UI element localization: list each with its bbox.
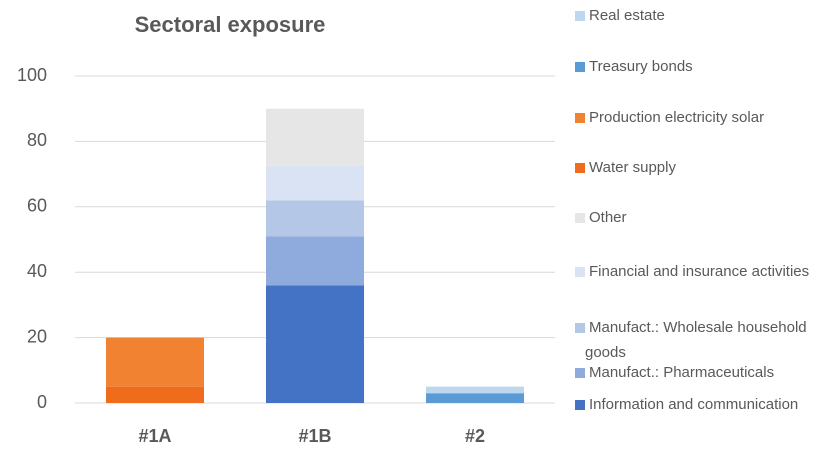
x-tick-label: #1A bbox=[138, 426, 171, 446]
legend-label: Information and communication bbox=[589, 396, 798, 413]
legend-swatch bbox=[575, 11, 585, 21]
bar-segment bbox=[106, 386, 204, 403]
y-tick-label: 100 bbox=[17, 65, 47, 85]
bar-segment bbox=[266, 236, 364, 286]
bar-segment bbox=[266, 165, 364, 201]
legend-line: Manufact.: Wholesale household bbox=[589, 319, 807, 336]
legend-label: Manufact.: Wholesale household goods bbox=[585, 319, 807, 361]
bar-segment bbox=[106, 337, 204, 387]
legend-label: Treasury bonds bbox=[589, 58, 693, 75]
legend-label: Water supply bbox=[589, 159, 676, 176]
legend-swatch bbox=[575, 163, 585, 173]
bar-segment bbox=[266, 285, 364, 403]
bar-segment bbox=[426, 393, 524, 403]
y-tick-label: 80 bbox=[27, 130, 47, 150]
legend-swatch bbox=[575, 323, 585, 333]
legend-swatch bbox=[575, 267, 585, 277]
legend-label: Manufact.: Pharmaceuticals bbox=[589, 364, 774, 381]
bar-segment bbox=[426, 386, 524, 394]
legend-swatch bbox=[575, 62, 585, 72]
legend-swatch bbox=[575, 113, 585, 123]
legend-swatch bbox=[575, 213, 585, 223]
bar-segment bbox=[266, 200, 364, 237]
legend-swatch bbox=[575, 400, 585, 410]
chart-title: Sectoral exposure bbox=[135, 12, 326, 37]
legend-line: goods bbox=[585, 344, 626, 361]
legend-label: Other bbox=[589, 209, 627, 226]
y-tick-label: 20 bbox=[27, 326, 47, 346]
y-tick-label: 60 bbox=[27, 196, 47, 216]
x-tick-label: #1B bbox=[298, 426, 331, 446]
x-tick-label: #2 bbox=[465, 426, 485, 446]
legend-label: Real estate bbox=[589, 7, 665, 24]
y-tick-label: 0 bbox=[37, 392, 47, 412]
y-tick-label: 40 bbox=[27, 261, 47, 281]
legend-label: Production electricity solar bbox=[589, 109, 764, 126]
bar-segment bbox=[266, 108, 364, 166]
legend-swatch bbox=[575, 368, 585, 378]
legend-label: Financial and insurance activities bbox=[589, 263, 809, 280]
